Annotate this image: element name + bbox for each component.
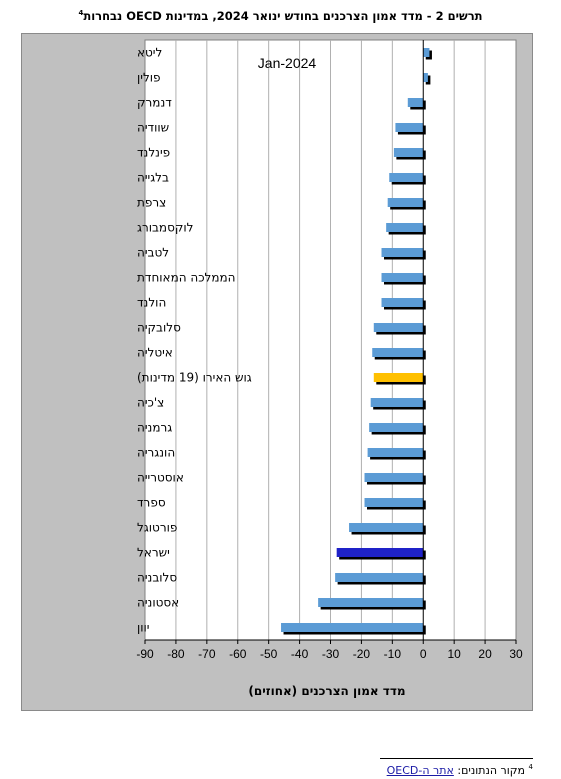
footnote-divider	[380, 758, 533, 759]
x-tick-label: -70	[198, 647, 216, 661]
x-tick-label: -50	[260, 647, 278, 661]
category-label: צרפת	[137, 196, 166, 210]
bar	[395, 123, 424, 132]
x-tick-label: 30	[509, 647, 523, 661]
bar	[373, 373, 424, 382]
bar	[335, 573, 424, 582]
x-tick-label: -90	[136, 647, 154, 661]
category-label: סלובקיה	[137, 321, 181, 335]
category-label: צ'כיה	[137, 396, 164, 410]
bar	[387, 198, 424, 207]
bar	[381, 273, 424, 282]
chart-title-text: תרשים 2 - מדד אמון הצרכנים בחודש ינואר 2…	[83, 9, 483, 23]
bar	[349, 523, 424, 532]
category-label: ליטא	[137, 46, 162, 60]
category-label: ספרד	[137, 496, 166, 510]
bar	[423, 48, 430, 57]
x-tick-label: -30	[322, 647, 340, 661]
date-annotation: Jan-2024	[258, 55, 317, 71]
category-label: שוודיה	[137, 121, 169, 135]
bar	[407, 98, 424, 107]
bar	[386, 223, 424, 232]
bar	[393, 148, 424, 157]
bar	[423, 73, 428, 82]
x-tick-label: -60	[229, 647, 247, 661]
bar	[364, 473, 424, 482]
bar	[372, 348, 424, 357]
footnote-number: 4	[528, 763, 533, 771]
bar	[373, 323, 424, 332]
x-axis-title: מדד אמון הצרכנים (אחוזים)	[248, 684, 405, 698]
category-label: אסטוניה	[137, 596, 179, 610]
bar	[370, 398, 424, 407]
category-label: פינלנד	[137, 146, 170, 160]
x-tick-label: 0	[420, 647, 427, 661]
category-label: גוש האירו (19 מדינות)	[137, 371, 252, 385]
category-label: הונגריה	[137, 446, 175, 460]
bar	[281, 623, 424, 632]
x-tick-label: 10	[447, 647, 461, 661]
footnote: 4 מקור הנתונים: אתר ה-OECD	[387, 763, 533, 777]
x-tick-label: -80	[167, 647, 185, 661]
category-label: לטביה	[137, 246, 169, 260]
category-label: פולין	[137, 71, 161, 85]
x-tick-label: -40	[291, 647, 309, 661]
bar	[336, 548, 424, 557]
category-label: סלובניה	[137, 571, 177, 585]
bar	[369, 423, 424, 432]
category-label: הולנד	[137, 296, 166, 310]
category-label: אוסטרייה	[137, 471, 184, 485]
oecd-source-link[interactable]: אתר ה-OECD	[386, 764, 454, 777]
bar	[364, 498, 424, 507]
category-label: דנמרק	[137, 96, 172, 110]
category-label: איטליה	[137, 346, 173, 360]
footnote-label: מקור הנתונים:	[457, 764, 526, 777]
category-label: הממלכה המאוחדת	[137, 271, 236, 285]
title-footnote-ref: 4	[78, 9, 84, 17]
bar	[389, 173, 424, 182]
bar-shadow	[425, 75, 431, 85]
category-label: ישראל	[137, 546, 170, 560]
bar	[367, 448, 424, 457]
category-label: בלגייה	[137, 171, 169, 185]
x-tick-label: 20	[478, 647, 492, 661]
x-tick-label: -20	[353, 647, 371, 661]
category-label: פורטוגל	[137, 521, 177, 535]
category-label: יוון	[137, 621, 150, 635]
chart-title: תרשים 2 - מדד אמון הצרכנים בחודש ינואר 2…	[0, 9, 561, 23]
x-tick-label: -10	[384, 647, 402, 661]
bar	[381, 298, 424, 307]
bar	[318, 598, 424, 607]
bar	[381, 248, 424, 257]
category-label: גרמניה	[137, 421, 172, 435]
category-label: לוקסמבורג	[137, 221, 193, 235]
